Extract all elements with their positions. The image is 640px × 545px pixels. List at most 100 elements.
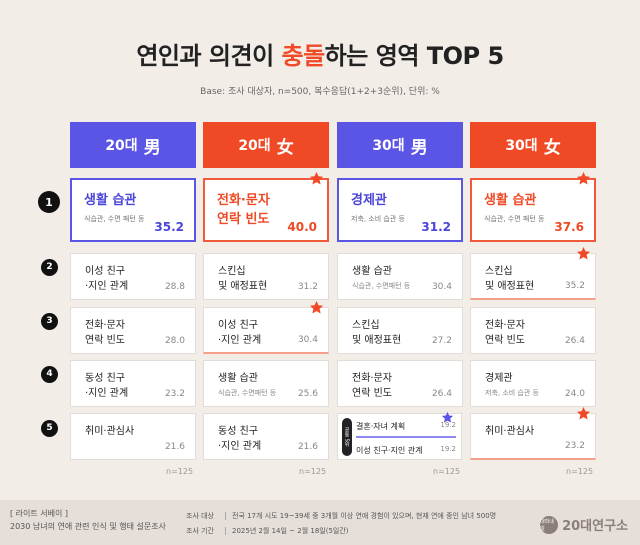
category-detail: 식습관, 수면 패턴 등 [484,215,545,223]
footer-period-text: 2025년 2월 14일 ~ 2월 18일(5일간) [232,527,349,535]
category-name: 이성 친구 ·지인 관계 [85,266,129,292]
category-name: 전화·문자 연락 빈도 [485,320,525,346]
percentage-value: 28.0 [164,336,185,346]
column-age: 30대 [505,138,538,154]
percentage-value: 23.2 [564,441,585,451]
percentage-value: 35.2 [154,220,184,234]
star-icon [576,246,591,261]
chart-title: 연인과 의견이 충돌하는 영역 TOP 5 [136,42,504,70]
star-icon [309,171,324,186]
column-header-2: 20대 女 [203,122,329,168]
category-name: 이성 친구 ·지인 관계 [218,320,262,346]
category-name: 전화·문자 연락 빈도 [85,320,125,346]
column-header-4: 30대 女 [470,122,596,168]
rank-card: 생활 습관 식습관, 수면 패턴 등 35.2 [70,178,196,242]
column-gender: 女 [543,137,561,158]
star-icon [309,300,324,315]
rank-card: 취미·관심사 23.2 [470,413,596,460]
rank-card: 전화·문자 연락 빈도 26.4 [337,360,463,407]
footer-survey-name: [ 라이트 서베이 ] [10,509,69,518]
tied-rank-badge: 공동 5위 [342,418,352,456]
rank-card: 전화·문자 연락 빈도 28.0 [70,307,196,354]
column-age: 30대 [372,138,405,154]
sample-size: n=125 [433,467,461,476]
rank-card: 취미·관심사 21.6 [70,413,196,460]
rank-badge-4: 4 [41,365,58,383]
percentage-value: 31.2 [421,220,451,234]
percentage-value: 21.6 [164,442,185,452]
category-name: 취미·관심사 [85,426,135,437]
column-gender: 男 [410,137,428,158]
percentage-value: 31.2 [297,282,318,292]
category-name: 동성 친구 ·지인 관계 [218,426,262,452]
tied-item: 결혼·자녀 계획 19.2 [356,421,458,432]
item-value: 19.2 [440,445,456,453]
percentage-value: 37.6 [554,220,584,234]
rank-card: 스킨십 및 애정표현 35.2 [470,253,596,300]
brand-name: 20대연구소 [562,519,628,534]
category-detail: 식습관, 수면패턴 등 [352,282,411,290]
percentage-value: 25.6 [297,389,318,399]
brand-logo: 대학내일 20대연구소 [540,515,628,534]
category-name: 생활 습관 [218,373,258,384]
category-detail: 저축, 소비 습관 등 [485,389,539,397]
category-name: 취미·관심사 [485,426,535,437]
footer-target-label: 조사 대상 [186,512,214,520]
category-name: 스킨십 및 애정표현 [218,266,268,292]
category-name: 동성 친구 ·지인 관계 [85,373,129,399]
percentage-value: 28.8 [164,282,185,292]
star-icon [576,406,591,421]
sample-size: n=125 [299,467,327,476]
rank-card: 스킨십 및 애정표현 27.2 [337,307,463,354]
footer-target-text: 전국 17개 시도 19~39세 중 3개월 이상 연애 경험이 있으며, 현재… [232,512,497,520]
item-value: 19.2 [440,421,456,429]
sample-size: n=125 [566,467,594,476]
rank-card: 이성 친구 ·지인 관계 30.4 [203,307,329,354]
rank-card: 생활 습관 식습관, 수면패턴 등 25.6 [203,360,329,407]
percentage-value: 24.0 [564,389,585,399]
footer-period-label: 조사 기간 [186,527,214,535]
column-age: 20대 [238,138,271,154]
footer-survey-title: 2030 남녀의 연애 관련 인식 및 행태 설문조사 [10,522,166,531]
brand-mark: 대학내일 [540,515,559,534]
category-name: 생활 습관 [352,266,392,277]
footer-divider [225,527,226,535]
star-icon [441,411,454,424]
category-detail: 식습관, 수면 패턴 등 [84,215,145,223]
percentage-value: 30.4 [431,282,452,292]
category-name: 경제관 [485,373,513,384]
category-name: 전화·문자 연락 빈도 [352,373,392,399]
star-icon [576,171,591,186]
percentage-value: 35.2 [564,281,585,291]
column-header-3: 30대 男 [337,122,463,168]
rank-card: 전화·문자 연락 빈도 26.4 [470,307,596,354]
rank-badge-2: 2 [41,258,58,276]
percentage-value: 40.0 [287,220,317,234]
category-name: 생활 습관 [484,193,537,208]
tied-rank-card: 공동 5위 결혼·자녀 계획 19.2 이성 친구·지인 관계 19.2 [337,411,462,460]
divider [356,436,456,438]
column-header-1: 20대 男 [70,122,196,168]
item-name: 이성 친구·지인 관계 [356,446,423,455]
category-detail: 저축, 소비 습관 등 [351,215,405,223]
rank-card: 전화·문자 연락 빈도 40.0 [203,178,329,242]
rank-card: 스킨십 및 애정표현 31.2 [203,253,329,300]
item-name: 결혼·자녀 계획 [356,422,406,431]
percentage-value: 26.4 [564,336,585,346]
category-name: 스킨십 및 애정표현 [352,320,402,346]
rank-badge-3: 3 [41,312,58,330]
rank-card: 동성 친구 ·지인 관계 21.6 [203,413,329,460]
percentage-value: 30.4 [297,335,318,345]
rank-card: 이성 친구 ·지인 관계 28.8 [70,253,196,300]
rank-badge-1: 1 [38,191,60,213]
rank-badge-5: 5 [41,419,58,437]
base-note: Base: 조사 대상자, n=500, 복수응답(1+2+3순위), 단위: … [200,87,440,97]
percentage-value: 26.4 [431,389,452,399]
category-name: 경제관 [351,193,387,208]
sample-size: n=125 [166,467,194,476]
category-name: 스킨십 및 애정표현 [485,266,535,292]
